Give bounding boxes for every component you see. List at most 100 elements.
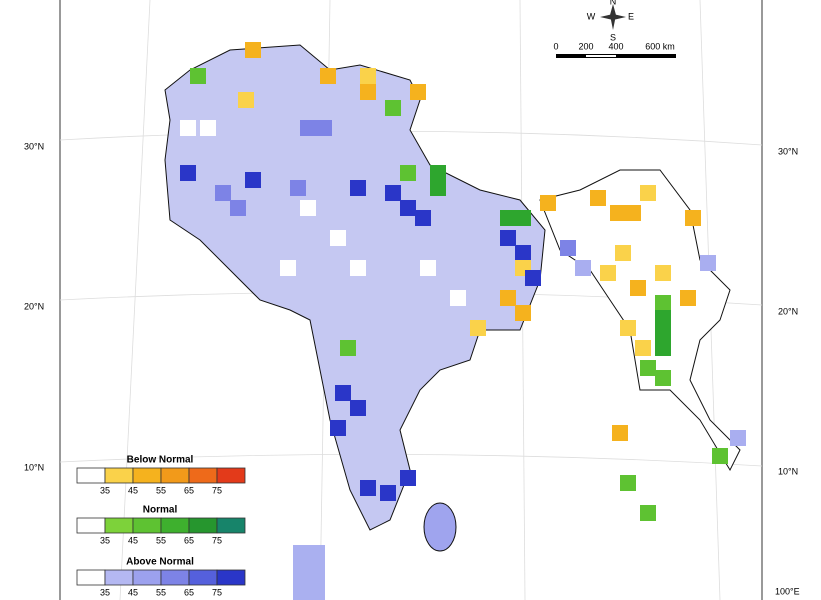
grid-cell	[680, 290, 696, 306]
grid-cell	[655, 340, 671, 356]
grid-cell	[180, 165, 196, 181]
grid-cell	[245, 172, 261, 188]
grid-cell	[290, 180, 306, 196]
legend-label: 35	[100, 485, 110, 495]
south-asia-mainland	[164, 44, 546, 531]
grid-cell	[625, 205, 641, 221]
grid-cell	[330, 230, 346, 246]
legend-title: Above Normal	[126, 557, 194, 568]
grid-cell	[620, 320, 636, 336]
land	[164, 44, 741, 600]
legend-label: 65	[184, 535, 194, 545]
grid-cell	[640, 505, 656, 521]
legend-label: 55	[156, 535, 166, 545]
compass-rose	[600, 4, 626, 30]
grid-cell	[655, 325, 671, 341]
grid-cell	[655, 295, 671, 311]
legend-swatch	[132, 569, 162, 586]
grid-cell	[560, 240, 576, 256]
grid-cell	[400, 200, 416, 216]
grid-cell	[515, 245, 531, 261]
scale-bar: 0 200 400 600 km	[553, 41, 676, 58]
grid-cell	[612, 425, 628, 441]
grid-cell	[238, 92, 254, 108]
grid-cell	[515, 305, 531, 321]
legend-label: 65	[184, 587, 194, 597]
legend: Below Normal 35 45 55 65 75 Normal 35 45 55 65 75 Ab…	[76, 455, 246, 597]
grid-cell	[350, 260, 366, 276]
legend-label: 35	[100, 535, 110, 545]
scale-label: 200	[578, 41, 593, 51]
grid-cell	[430, 180, 446, 196]
grid-cell	[655, 310, 671, 326]
compass-w: W	[587, 11, 596, 21]
legend-swatch	[188, 569, 218, 586]
grid-cell	[575, 260, 591, 276]
legend-swatch	[132, 467, 162, 484]
legend-swatch	[188, 467, 218, 484]
grid-cell	[655, 265, 671, 281]
legend-swatch	[216, 569, 246, 586]
legend-label: 75	[212, 535, 222, 545]
compass-s: S	[610, 32, 616, 42]
grid-cell	[420, 260, 436, 276]
grid-cell	[590, 190, 606, 206]
grid-cell	[640, 360, 656, 376]
lat-label: 20°N	[778, 306, 798, 316]
grid-cell	[500, 290, 516, 306]
grid-cell	[430, 165, 446, 181]
grid-cell	[330, 420, 346, 436]
grid-cell	[320, 68, 336, 84]
legend-label: 45	[128, 535, 138, 545]
grid-cell	[230, 200, 246, 216]
grid-cell	[610, 205, 626, 221]
legend-swatch	[216, 467, 246, 484]
grid-cell	[280, 260, 296, 276]
legend-title: Normal	[143, 505, 178, 516]
grid-cell	[450, 290, 466, 306]
legend-label: 45	[128, 485, 138, 495]
grid-cell	[300, 200, 316, 216]
legend-swatch	[160, 569, 190, 586]
grid-cell	[640, 185, 656, 201]
scale-label: 0	[553, 41, 558, 51]
grid-cell	[335, 385, 351, 401]
grid-cell	[350, 400, 366, 416]
legend-swatch	[160, 517, 190, 534]
lon-label: 100°E	[775, 586, 800, 596]
grid-cell	[730, 430, 746, 446]
grid-cell	[360, 480, 376, 496]
grid-cell	[500, 230, 516, 246]
grid-cell	[515, 210, 531, 226]
grid-cell	[200, 120, 216, 136]
legend-title: Below Normal	[127, 455, 194, 466]
grid-cell	[635, 340, 651, 356]
legend-label: 55	[156, 587, 166, 597]
grid-cell	[245, 42, 261, 58]
scale-bar-gap	[586, 55, 616, 57]
legend-label: 75	[212, 587, 222, 597]
legend-swatch	[104, 517, 134, 534]
grid-cell	[685, 210, 701, 226]
grid-cell	[525, 270, 541, 286]
legend-label: 55	[156, 485, 166, 495]
grid-cell	[615, 245, 631, 261]
grid-cell	[360, 84, 376, 100]
grid-cell	[620, 475, 636, 491]
grid-cell	[500, 210, 516, 226]
grid-cell	[400, 470, 416, 486]
legend-swatch	[76, 467, 106, 484]
legend-swatch	[76, 517, 106, 534]
maldives	[293, 545, 325, 600]
grid-cell	[630, 280, 646, 296]
grid-cell	[385, 185, 401, 201]
compass-e: E	[628, 11, 634, 21]
legend-label: 65	[184, 485, 194, 495]
grid-cell	[400, 165, 416, 181]
grid-cell	[360, 68, 376, 84]
legend-swatch	[132, 517, 162, 534]
grid-cell	[180, 120, 196, 136]
legend-label: 35	[100, 587, 110, 597]
grid-cell	[540, 195, 556, 211]
compass-n: N	[610, 0, 617, 6]
